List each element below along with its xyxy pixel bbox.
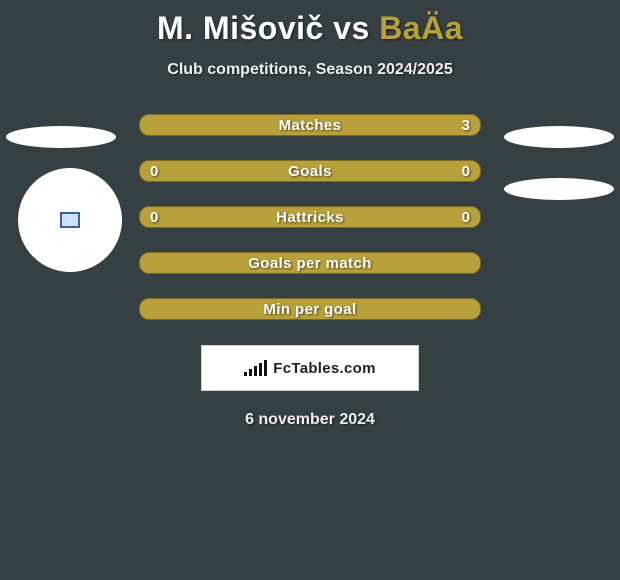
stat-label: Goals per match — [248, 255, 372, 272]
stat-value-left: 0 — [150, 163, 158, 180]
stat-value-right: 0 — [462, 209, 470, 226]
snapshot-date: 6 november 2024 — [0, 411, 620, 429]
logo-text: FcTables.com — [273, 360, 376, 377]
stat-label: Matches — [279, 117, 342, 134]
player2-avatar-placeholder — [504, 178, 614, 200]
stat-row-hattricks: 0 Hattricks 0 — [0, 207, 620, 227]
stat-label: Goals — [288, 163, 332, 180]
stat-bar: Goals per match — [139, 252, 481, 274]
stat-row-min-per-goal: Min per goal — [0, 299, 620, 319]
stat-bar: 0 Hattricks 0 — [139, 206, 481, 228]
player2-name: BaÄa — [379, 10, 463, 46]
stat-bar: Min per goal — [139, 298, 481, 320]
stat-label: Min per goal — [263, 301, 356, 318]
fctables-logo[interactable]: FcTables.com — [201, 345, 419, 391]
stat-value-right: 3 — [462, 117, 470, 134]
subtitle: Club competitions, Season 2024/2025 — [0, 61, 620, 79]
stat-value-right: 0 — [462, 163, 470, 180]
vs-separator: vs — [333, 10, 370, 46]
stat-value-left: 0 — [150, 209, 158, 226]
stat-label: Hattricks — [276, 209, 344, 226]
stat-row-matches: Matches 3 — [0, 115, 620, 135]
stat-row-goals-per-match: Goals per match — [0, 253, 620, 273]
player1-name: M. Mišovič — [157, 10, 324, 46]
stat-bar: Matches 3 — [139, 114, 481, 136]
bar-chart-icon — [244, 360, 267, 376]
stat-bar: 0 Goals 0 — [139, 160, 481, 182]
page-title: M. Mišovič vs BaÄa — [0, 10, 620, 47]
stat-row-goals: 0 Goals 0 — [0, 161, 620, 181]
